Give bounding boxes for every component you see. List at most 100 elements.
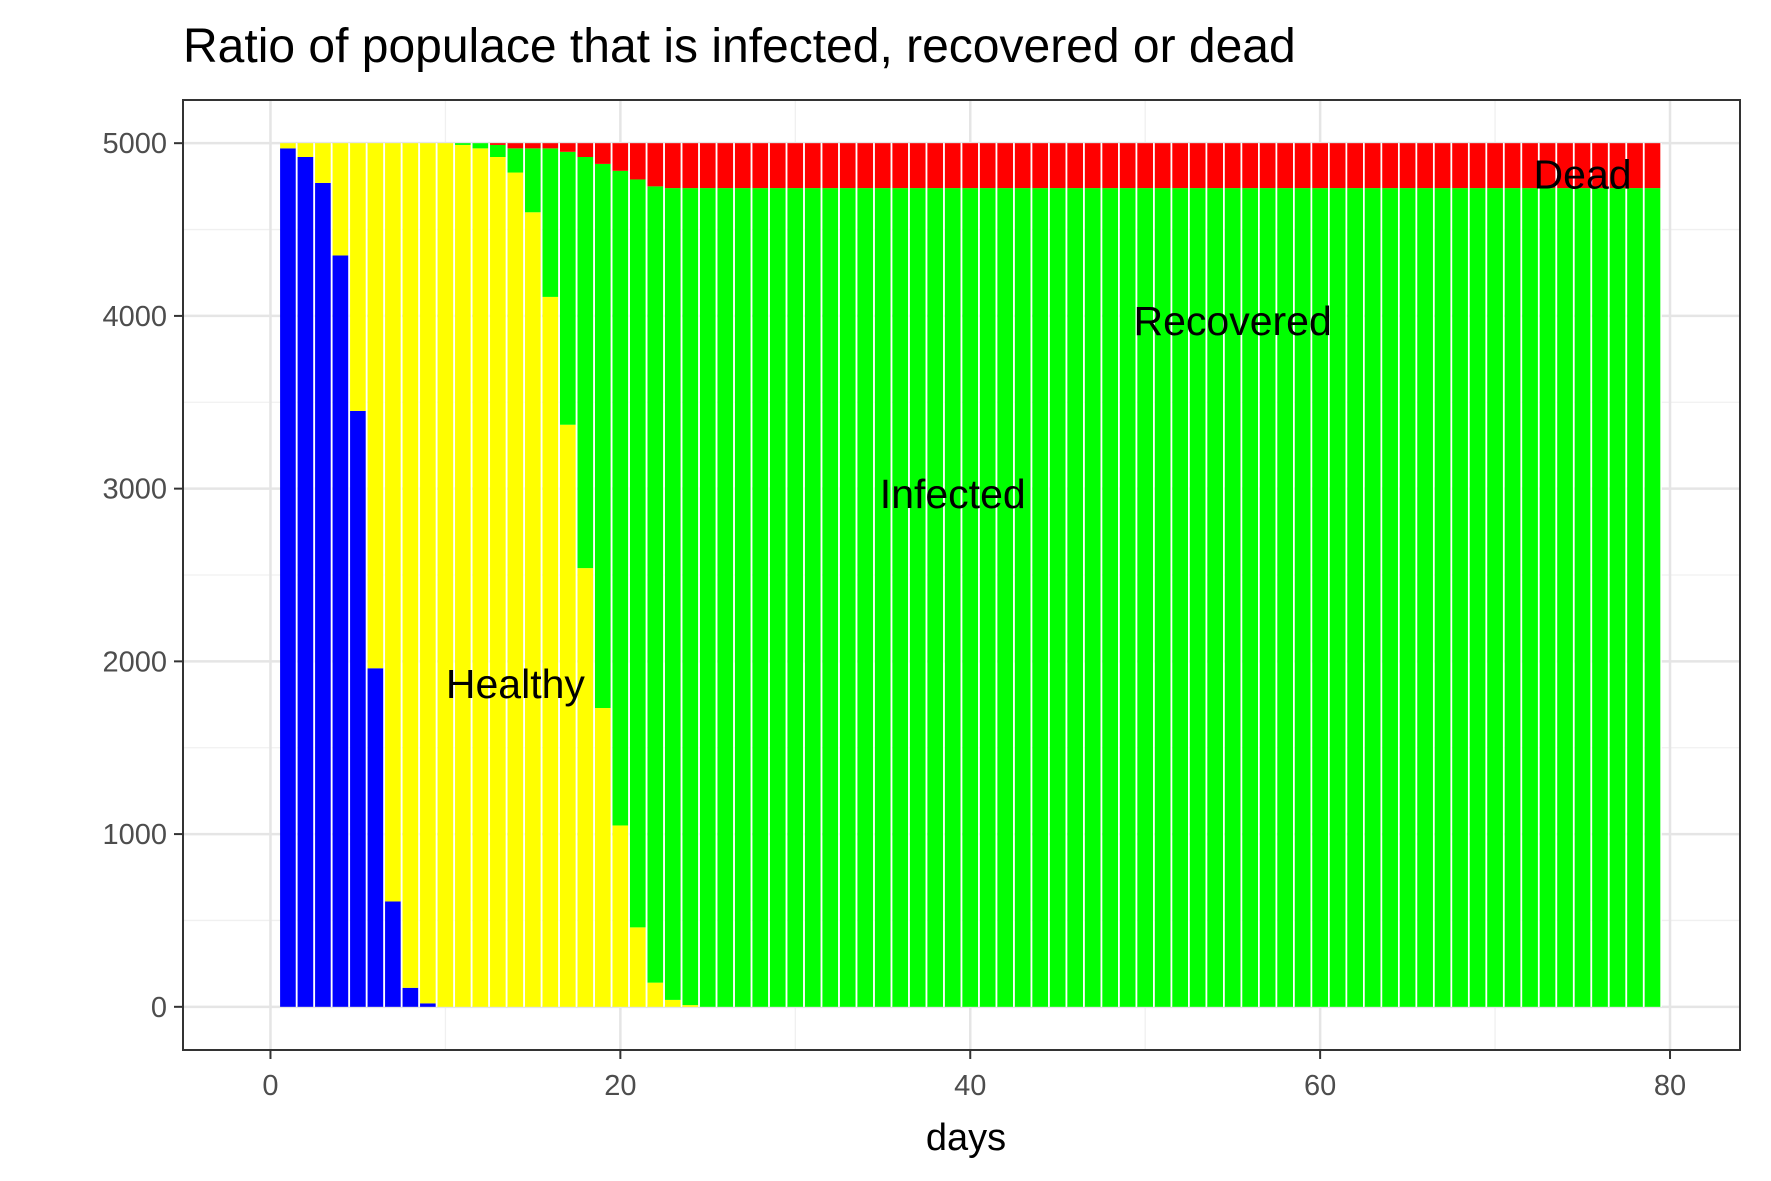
bar-segment-3 [1627, 143, 1643, 189]
bar-segment-2 [1452, 188, 1468, 1007]
y-tick-label: 2000 [102, 646, 167, 678]
bar-segment-2 [647, 186, 664, 983]
annotation-label: Infected [880, 471, 1026, 517]
bar-segment-2 [839, 188, 856, 1007]
bar-segment-1 [385, 143, 401, 902]
bar-segment-1 [647, 982, 664, 1007]
annotation-label: Dead [1534, 151, 1632, 197]
bar-segment-2 [1277, 188, 1294, 1007]
bar-segment-3 [1102, 143, 1119, 189]
bar-segment-2 [699, 188, 716, 1007]
bar-segment-2 [1207, 188, 1224, 1007]
bar-segment-1 [280, 143, 296, 149]
bar-segment-0 [367, 668, 384, 1007]
bar-segment-3 [717, 143, 734, 189]
bar-segment-2 [1609, 188, 1626, 1007]
bar-segment-3 [962, 143, 979, 189]
bar-segment-2 [1102, 188, 1119, 1007]
y-tick-label: 4000 [102, 301, 167, 333]
y-tick-label: 5000 [102, 128, 167, 160]
x-tick-label: 0 [262, 1070, 278, 1102]
bar-segment-2 [822, 188, 839, 1007]
bar-segment-3 [1032, 143, 1049, 189]
bar-segment-2 [1574, 188, 1591, 1007]
bar-segment-1 [490, 157, 506, 1007]
bar-segment-3 [857, 143, 874, 189]
bar-segment-3 [1382, 143, 1398, 189]
bar-segment-1 [332, 143, 349, 256]
bar-segment-2 [874, 188, 891, 1007]
bar-segment-1 [525, 212, 541, 1007]
bar-segment-0 [420, 1003, 436, 1007]
bar-segment-3 [1224, 143, 1241, 189]
bar-segment-2 [525, 148, 541, 213]
bar-segment-0 [315, 182, 331, 1007]
bar-segment-3 [525, 143, 541, 149]
bar-segment-3 [997, 143, 1014, 189]
bar-segment-2 [1312, 188, 1329, 1007]
bar-segment-3 [1452, 143, 1468, 189]
bar-segment-3 [560, 143, 576, 152]
bar-segment-3 [664, 143, 681, 189]
bar-segment-2 [1417, 188, 1433, 1007]
bar-segment-2 [1172, 188, 1189, 1007]
bar-segment-2 [1399, 188, 1416, 1007]
annotation-label: Healthy [446, 661, 586, 707]
bar-segment-1 [315, 143, 331, 183]
bar-segment-3 [839, 143, 856, 189]
y-tick-label: 0 [151, 992, 167, 1024]
bar-segment-1 [350, 143, 366, 411]
y-tick-label: 1000 [102, 819, 167, 851]
bar-segment-1 [542, 296, 559, 1007]
bar-segment-3 [822, 143, 839, 189]
bar-segment-3 [892, 143, 909, 189]
bar-segment-2 [857, 188, 874, 1007]
x-tick-label: 40 [954, 1070, 986, 1102]
bar-segment-2 [979, 188, 996, 1007]
bar-segment-2 [1364, 188, 1381, 1007]
bar-segment-3 [1154, 143, 1171, 189]
x-tick-label: 20 [604, 1070, 636, 1102]
bar-segment-2 [472, 143, 489, 149]
bar-segment-2 [1119, 188, 1136, 1007]
bar-segment-3 [612, 143, 629, 171]
bar-segment-3 [1399, 143, 1416, 189]
bar-segment-3 [699, 143, 716, 189]
bar-segment-3 [1189, 143, 1206, 189]
bar-segment-2 [1032, 188, 1049, 1007]
bar-segment-2 [455, 143, 471, 145]
bar-segment-3 [874, 143, 891, 189]
bar-segment-3 [490, 143, 506, 145]
bar-segment-2 [1084, 188, 1101, 1007]
bar-segment-3 [1487, 143, 1503, 189]
bar-segment-1 [577, 568, 594, 1007]
bar-segment-3 [1277, 143, 1294, 189]
bar-segment-0 [385, 901, 401, 1007]
bar-segment-2 [1539, 188, 1556, 1007]
bar-segment-1 [472, 148, 489, 1007]
bar-segment-2 [927, 188, 944, 1007]
bar-segment-3 [1592, 143, 1608, 189]
bar-segment-3 [1242, 143, 1259, 189]
bar-segment-2 [542, 148, 559, 297]
bar-segment-2 [629, 179, 646, 928]
bar-segment-3 [1084, 143, 1101, 189]
bar-segment-2 [804, 188, 821, 1007]
bar-segment-2 [1189, 188, 1206, 1007]
bar-segment-3 [682, 143, 699, 189]
bar-segment-3 [1347, 143, 1363, 189]
bar-segment-2 [909, 188, 926, 1007]
bar-segment-3 [594, 143, 611, 164]
bar-segment-2 [734, 188, 751, 1007]
bar-segment-2 [1469, 188, 1486, 1007]
bar-segment-3 [1259, 143, 1276, 189]
bar-segment-2 [1137, 188, 1154, 1007]
chart-title: Ratio of populace that is infected, reco… [183, 20, 1296, 73]
bar-segment-2 [1487, 188, 1503, 1007]
bars [280, 143, 1662, 1007]
bar-segment-3 [1364, 143, 1381, 189]
annotations: Healthy Infected Recovered Dead [446, 151, 1632, 707]
bar-segment-3 [1014, 143, 1031, 189]
bar-segment-3 [979, 143, 996, 189]
